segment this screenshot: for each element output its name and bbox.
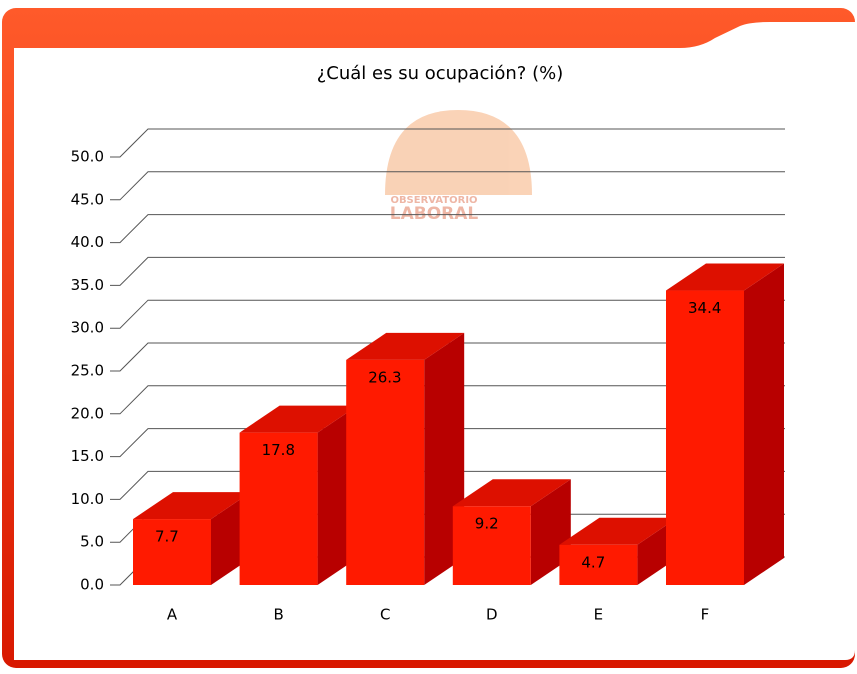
bar-side <box>744 263 784 585</box>
grid-line <box>110 214 785 244</box>
y-tick-label: 20.0 <box>71 404 104 422</box>
value-label: 34.4 <box>688 299 721 317</box>
bar <box>452 506 531 585</box>
grid-line <box>110 428 785 458</box>
y-tick-label: 35.0 <box>71 276 104 294</box>
x-tick-label: A <box>167 606 178 624</box>
bar-top <box>452 479 571 507</box>
x-tick-label: E <box>594 606 603 624</box>
y-tick-label: 25.0 <box>71 362 104 380</box>
bar-top <box>559 517 678 545</box>
x-tick-label: C <box>380 606 390 624</box>
grid-line <box>110 342 785 372</box>
grid-line <box>110 256 785 286</box>
chart-title: ¿Cuál es su ocupación? (%) <box>317 63 563 84</box>
y-tick-label: 40.0 <box>71 233 104 251</box>
logo-text: OBSERVATORIO <box>390 195 477 206</box>
y-tick-label: 15.0 <box>71 447 104 465</box>
value-label: 7.7 <box>155 528 179 546</box>
y-tick-label: 30.0 <box>71 319 104 337</box>
logo: OBSERVATORIO LABORAL <box>377 110 532 224</box>
y-tick-label: 50.0 <box>71 148 104 166</box>
logo-arch <box>385 110 532 195</box>
x-tick-label: B <box>273 606 283 624</box>
grid-line <box>110 470 785 500</box>
value-label: 9.2 <box>475 515 499 533</box>
grid-line <box>110 299 785 329</box>
x-tick-label: D <box>486 606 498 624</box>
grid-line <box>110 171 785 201</box>
bar-top <box>666 263 784 291</box>
y-tick-label: 10.0 <box>71 490 104 508</box>
logo-plate <box>377 196 491 224</box>
grid-line <box>110 385 785 415</box>
logo-text: LABORAL <box>390 204 479 224</box>
value-label: 17.8 <box>262 441 295 459</box>
bar <box>133 519 211 585</box>
value-label: 26.3 <box>368 368 401 386</box>
value-label: 4.7 <box>581 553 605 571</box>
bar <box>559 544 638 585</box>
y-tick-label: 45.0 <box>71 190 104 208</box>
bar <box>346 359 425 585</box>
bar-top <box>133 492 251 520</box>
x-tick-label: F <box>701 606 710 624</box>
bar <box>239 432 318 585</box>
y-tick-label: 5.0 <box>80 533 104 551</box>
bar-top <box>239 405 358 433</box>
grid-line <box>110 128 785 158</box>
bar <box>666 290 744 585</box>
y-tick-label: 0.0 <box>80 576 104 594</box>
bar-top <box>346 332 465 360</box>
